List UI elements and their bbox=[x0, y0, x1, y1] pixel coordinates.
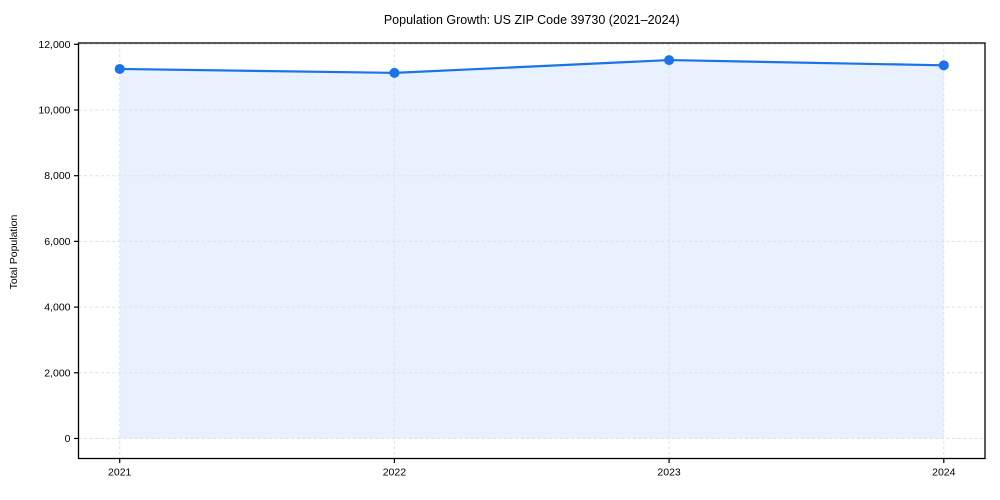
area-fill bbox=[119, 60, 944, 439]
x-tick-label: 2024 bbox=[932, 467, 956, 479]
data-point-2022 bbox=[389, 67, 400, 78]
y-tick-label: 12,000 bbox=[38, 39, 70, 51]
series-line bbox=[118, 58, 945, 74]
y-axis-label: Total Population bbox=[8, 214, 20, 289]
y-tick-label: 4,000 bbox=[44, 302, 70, 314]
y-tick-label: 10,000 bbox=[38, 105, 70, 117]
chart-title: Population Growth: US ZIP Code 39730 (20… bbox=[384, 13, 680, 27]
y-tick-label: 2,000 bbox=[44, 367, 70, 379]
data-point-2023 bbox=[664, 55, 675, 66]
data-point-2024 bbox=[938, 60, 949, 71]
y-tick-label: 0 bbox=[65, 433, 71, 445]
x-tick-label: 2021 bbox=[108, 467, 132, 479]
y-tick-label: 6,000 bbox=[44, 236, 70, 248]
plot-frame bbox=[77, 42, 986, 460]
y-tick-label: 8,000 bbox=[44, 170, 70, 182]
x-tick-label: 2022 bbox=[383, 467, 407, 479]
data-point-2021 bbox=[114, 63, 125, 74]
x-tick-label: 2023 bbox=[657, 467, 681, 479]
